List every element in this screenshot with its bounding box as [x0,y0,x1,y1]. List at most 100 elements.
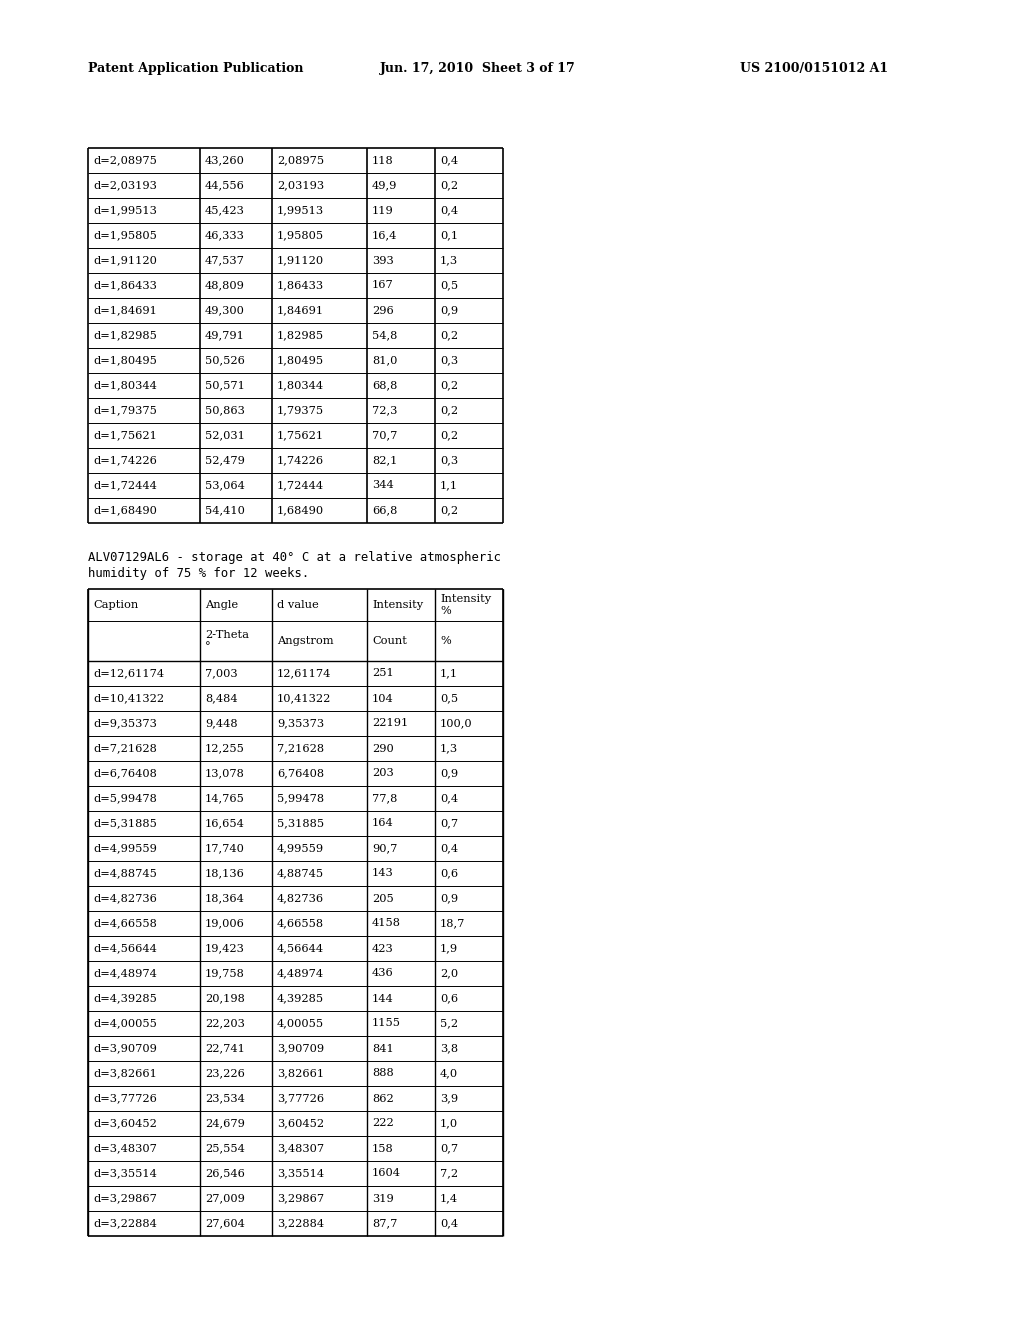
Text: Intensity: Intensity [372,601,423,610]
Text: d=4,56644: d=4,56644 [93,944,157,953]
Text: 1,68490: 1,68490 [278,506,325,516]
Text: 9,35373: 9,35373 [278,718,325,729]
Text: 0,3: 0,3 [440,355,458,366]
Text: d=5,99478: d=5,99478 [93,793,157,804]
Text: 3,60452: 3,60452 [278,1118,325,1129]
Text: d=10,41322: d=10,41322 [93,693,164,704]
Text: US 2100/0151012 A1: US 2100/0151012 A1 [740,62,888,75]
Text: 1,91120: 1,91120 [278,256,325,265]
Text: d=1,84691: d=1,84691 [93,305,157,315]
Text: 118: 118 [372,156,394,165]
Text: 19,758: 19,758 [205,969,245,978]
Text: 49,300: 49,300 [205,305,245,315]
Text: 19,006: 19,006 [205,919,245,928]
Text: 393: 393 [372,256,394,265]
Text: 319: 319 [372,1193,394,1204]
Text: 1,0: 1,0 [440,1118,458,1129]
Text: 1,9: 1,9 [440,944,458,953]
Text: d=1,68490: d=1,68490 [93,506,157,516]
Text: d=1,75621: d=1,75621 [93,430,157,441]
Text: 4,00055: 4,00055 [278,1019,325,1028]
Text: 22,203: 22,203 [205,1019,245,1028]
Text: 2,0: 2,0 [440,969,458,978]
Text: 1,4: 1,4 [440,1193,458,1204]
Text: Angle: Angle [205,601,239,610]
Text: 1155: 1155 [372,1019,401,1028]
Text: 12,61174: 12,61174 [278,668,332,678]
Text: 203: 203 [372,768,394,779]
Text: d=7,21628: d=7,21628 [93,743,157,754]
Text: 19,423: 19,423 [205,944,245,953]
Text: 4,82736: 4,82736 [278,894,325,903]
Text: d=1,72444: d=1,72444 [93,480,157,491]
Text: Angstrom: Angstrom [278,636,334,645]
Text: 13,078: 13,078 [205,768,245,779]
Text: 3,9: 3,9 [440,1093,458,1104]
Text: 52,479: 52,479 [205,455,245,466]
Text: d=3,35514: d=3,35514 [93,1168,157,1179]
Text: 14,765: 14,765 [205,793,245,804]
Text: 50,571: 50,571 [205,380,245,391]
Text: 3,8: 3,8 [440,1044,458,1053]
Text: d=3,77726: d=3,77726 [93,1093,157,1104]
Text: d=4,88745: d=4,88745 [93,869,157,879]
Text: 888: 888 [372,1068,394,1078]
Text: d=4,82736: d=4,82736 [93,894,157,903]
Text: 1,1: 1,1 [440,668,458,678]
Text: 4158: 4158 [372,919,401,928]
Text: 4,48974: 4,48974 [278,969,325,978]
Text: 26,546: 26,546 [205,1168,245,1179]
Text: d=3,90709: d=3,90709 [93,1044,157,1053]
Text: 90,7: 90,7 [372,843,397,854]
Text: 205: 205 [372,894,394,903]
Text: ALV07129AL6 - storage at 40° C at a relative atmospheric: ALV07129AL6 - storage at 40° C at a rela… [88,550,501,564]
Text: Intensity
%: Intensity % [440,594,492,616]
Text: 54,8: 54,8 [372,330,397,341]
Text: 22191: 22191 [372,718,409,729]
Text: 22,741: 22,741 [205,1044,245,1053]
Text: 0,2: 0,2 [440,430,458,441]
Text: d=1,95805: d=1,95805 [93,231,157,240]
Text: 0,5: 0,5 [440,281,458,290]
Text: 2,08975: 2,08975 [278,156,325,165]
Text: 1,84691: 1,84691 [278,305,325,315]
Text: 7,21628: 7,21628 [278,743,325,754]
Text: d=3,22884: d=3,22884 [93,1218,157,1229]
Text: 45,423: 45,423 [205,206,245,215]
Text: d=1,80495: d=1,80495 [93,355,157,366]
Text: 27,604: 27,604 [205,1218,245,1229]
Text: 167: 167 [372,281,394,290]
Text: 87,7: 87,7 [372,1218,397,1229]
Text: 2,03193: 2,03193 [278,181,325,190]
Text: 48,809: 48,809 [205,281,245,290]
Text: 1,74226: 1,74226 [278,455,325,466]
Text: 72,3: 72,3 [372,405,397,416]
Text: 3,48307: 3,48307 [278,1143,325,1154]
Text: 0,2: 0,2 [440,405,458,416]
Text: 0,2: 0,2 [440,181,458,190]
Text: 1,82985: 1,82985 [278,330,325,341]
Text: Count: Count [372,636,407,645]
Text: 18,364: 18,364 [205,894,245,903]
Text: 27,009: 27,009 [205,1193,245,1204]
Text: 0,9: 0,9 [440,894,458,903]
Text: 50,526: 50,526 [205,355,245,366]
Text: 1,3: 1,3 [440,256,458,265]
Text: 9,448: 9,448 [205,718,238,729]
Text: 0,9: 0,9 [440,768,458,779]
Text: 10,41322: 10,41322 [278,693,332,704]
Text: 8,484: 8,484 [205,693,238,704]
Text: 0,7: 0,7 [440,1143,458,1154]
Text: 17,740: 17,740 [205,843,245,854]
Text: 0,3: 0,3 [440,455,458,466]
Text: Patent Application Publication: Patent Application Publication [88,62,303,75]
Text: d=2,08975: d=2,08975 [93,156,157,165]
Text: 0,4: 0,4 [440,843,458,854]
Text: d=1,99513: d=1,99513 [93,206,157,215]
Text: 0,5: 0,5 [440,693,458,704]
Text: 0,6: 0,6 [440,869,458,879]
Text: d=3,60452: d=3,60452 [93,1118,157,1129]
Text: 5,2: 5,2 [440,1019,458,1028]
Text: 251: 251 [372,668,394,678]
Text: d=4,66558: d=4,66558 [93,919,157,928]
